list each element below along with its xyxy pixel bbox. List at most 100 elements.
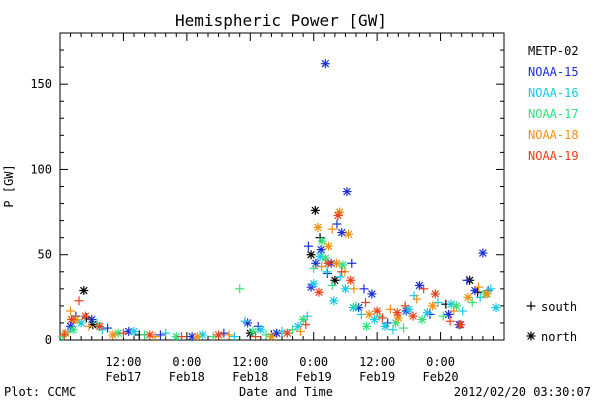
data-point-south <box>301 320 311 330</box>
data-point-south <box>377 313 387 323</box>
data-point-north <box>79 286 89 296</box>
legend-item-noaa-16: NOAA-16 <box>528 86 579 100</box>
data-point-south <box>66 306 76 316</box>
data-point-north <box>470 286 480 296</box>
data-point-north <box>282 328 292 338</box>
legend-item-noaa-19: NOAA-19 <box>528 149 579 163</box>
data-point-south <box>349 284 359 294</box>
data-point-north <box>192 332 202 342</box>
data-point-north <box>342 187 352 197</box>
legend: METP-02 NOAA-15 NOAA-16 NOAA-17 NOAA-18 NOAA-… <box>526 44 579 344</box>
data-point-south <box>327 280 337 290</box>
data-point-north <box>333 210 343 220</box>
data-point-north <box>367 289 377 299</box>
data-point-south <box>229 332 239 342</box>
data-point-south <box>412 294 422 304</box>
data-point-north <box>316 245 326 255</box>
data-point-south <box>458 306 468 316</box>
data-point-south <box>433 297 443 307</box>
data-point-south <box>84 321 94 331</box>
data-point-north <box>414 280 424 290</box>
legend-item-noaa-18: NOAA-18 <box>528 128 579 142</box>
x-tick-time-label: 12:00 <box>359 355 395 369</box>
data-point-north <box>456 320 466 330</box>
y-tick-label: 150 <box>30 77 52 91</box>
data-point-north <box>256 325 266 335</box>
legend-label-north: north <box>541 330 577 344</box>
legend-marker-north <box>526 331 536 341</box>
data-point-north <box>76 318 86 328</box>
data-points <box>58 59 501 342</box>
data-point-north <box>129 326 139 336</box>
data-point-north <box>67 315 77 325</box>
data-point-north <box>324 241 334 251</box>
data-point-north <box>491 303 501 313</box>
data-point-north <box>340 284 350 294</box>
x-tick-date-label: Feb18 <box>232 370 268 384</box>
data-point-north <box>323 258 333 268</box>
data-point-south <box>177 332 187 342</box>
footer-plot-credit: Plot: CCMC <box>4 385 76 399</box>
data-point-north <box>60 328 70 338</box>
data-point-north <box>482 289 492 299</box>
data-point-south <box>303 241 313 251</box>
legend-item-noaa-15: NOAA-15 <box>528 65 579 79</box>
data-point-north <box>306 250 316 260</box>
data-point-north <box>338 260 348 270</box>
data-point-north <box>346 275 356 285</box>
x-tick-date-label: Feb20 <box>423 370 459 384</box>
y-axis: 0 50 100 150 <box>30 49 504 347</box>
data-point-north <box>108 330 118 340</box>
data-point-north <box>320 59 330 69</box>
data-point-south <box>309 263 319 273</box>
data-point-south <box>317 262 327 272</box>
data-point-north <box>313 222 323 232</box>
data-point-north <box>68 325 78 335</box>
data-point-south <box>462 275 472 285</box>
data-point-north <box>478 248 488 258</box>
data-point-north <box>95 321 105 331</box>
data-point-north <box>329 296 339 306</box>
data-point-south <box>347 258 357 268</box>
data-point-north <box>392 308 402 318</box>
x-tick-date-label: Feb17 <box>105 370 141 384</box>
legend-item-metp-02: METP-02 <box>528 44 579 58</box>
y-tick-label: 0 <box>45 333 52 347</box>
data-point-north <box>408 311 418 321</box>
data-point-north <box>309 279 319 289</box>
y-tick-label: 50 <box>38 248 52 262</box>
x-tick-date-label: Feb19 <box>296 370 332 384</box>
data-point-north <box>393 313 403 323</box>
data-point-north <box>310 205 320 215</box>
data-point-south <box>327 224 337 234</box>
data-point-south <box>224 330 234 340</box>
data-point-south <box>337 267 347 277</box>
data-point-south <box>361 297 371 307</box>
series-noaa-15 <box>66 59 493 342</box>
x-tick-date-label: Feb18 <box>169 370 205 384</box>
data-point-south <box>240 316 250 326</box>
data-point-south <box>74 296 84 306</box>
data-point-north <box>430 289 440 299</box>
y-tick-label: 100 <box>30 162 52 176</box>
x-tick-time-label: 12:00 <box>232 355 268 369</box>
data-point-north <box>463 292 473 302</box>
data-point-north <box>428 301 438 311</box>
data-point-south <box>474 282 484 292</box>
data-point-south <box>400 301 410 311</box>
series-noaa-18 <box>60 207 492 342</box>
data-point-south <box>445 316 455 326</box>
data-point-north <box>380 321 390 331</box>
data-point-north <box>364 309 374 319</box>
data-point-south <box>356 309 366 319</box>
data-point-north <box>417 315 427 325</box>
data-point-south <box>296 326 305 336</box>
data-point-south <box>467 297 477 307</box>
x-tick-date-label: Feb19 <box>359 370 395 384</box>
data-point-south <box>399 323 409 333</box>
legend-item-noaa-17: NOAA-17 <box>528 107 579 121</box>
footer-timestamp: 2012/02/20 03:30:07 <box>454 385 591 399</box>
x-tick-time-label: 0:00 <box>426 355 455 369</box>
legend-label-south: south <box>541 300 577 314</box>
data-point-north <box>80 311 90 321</box>
